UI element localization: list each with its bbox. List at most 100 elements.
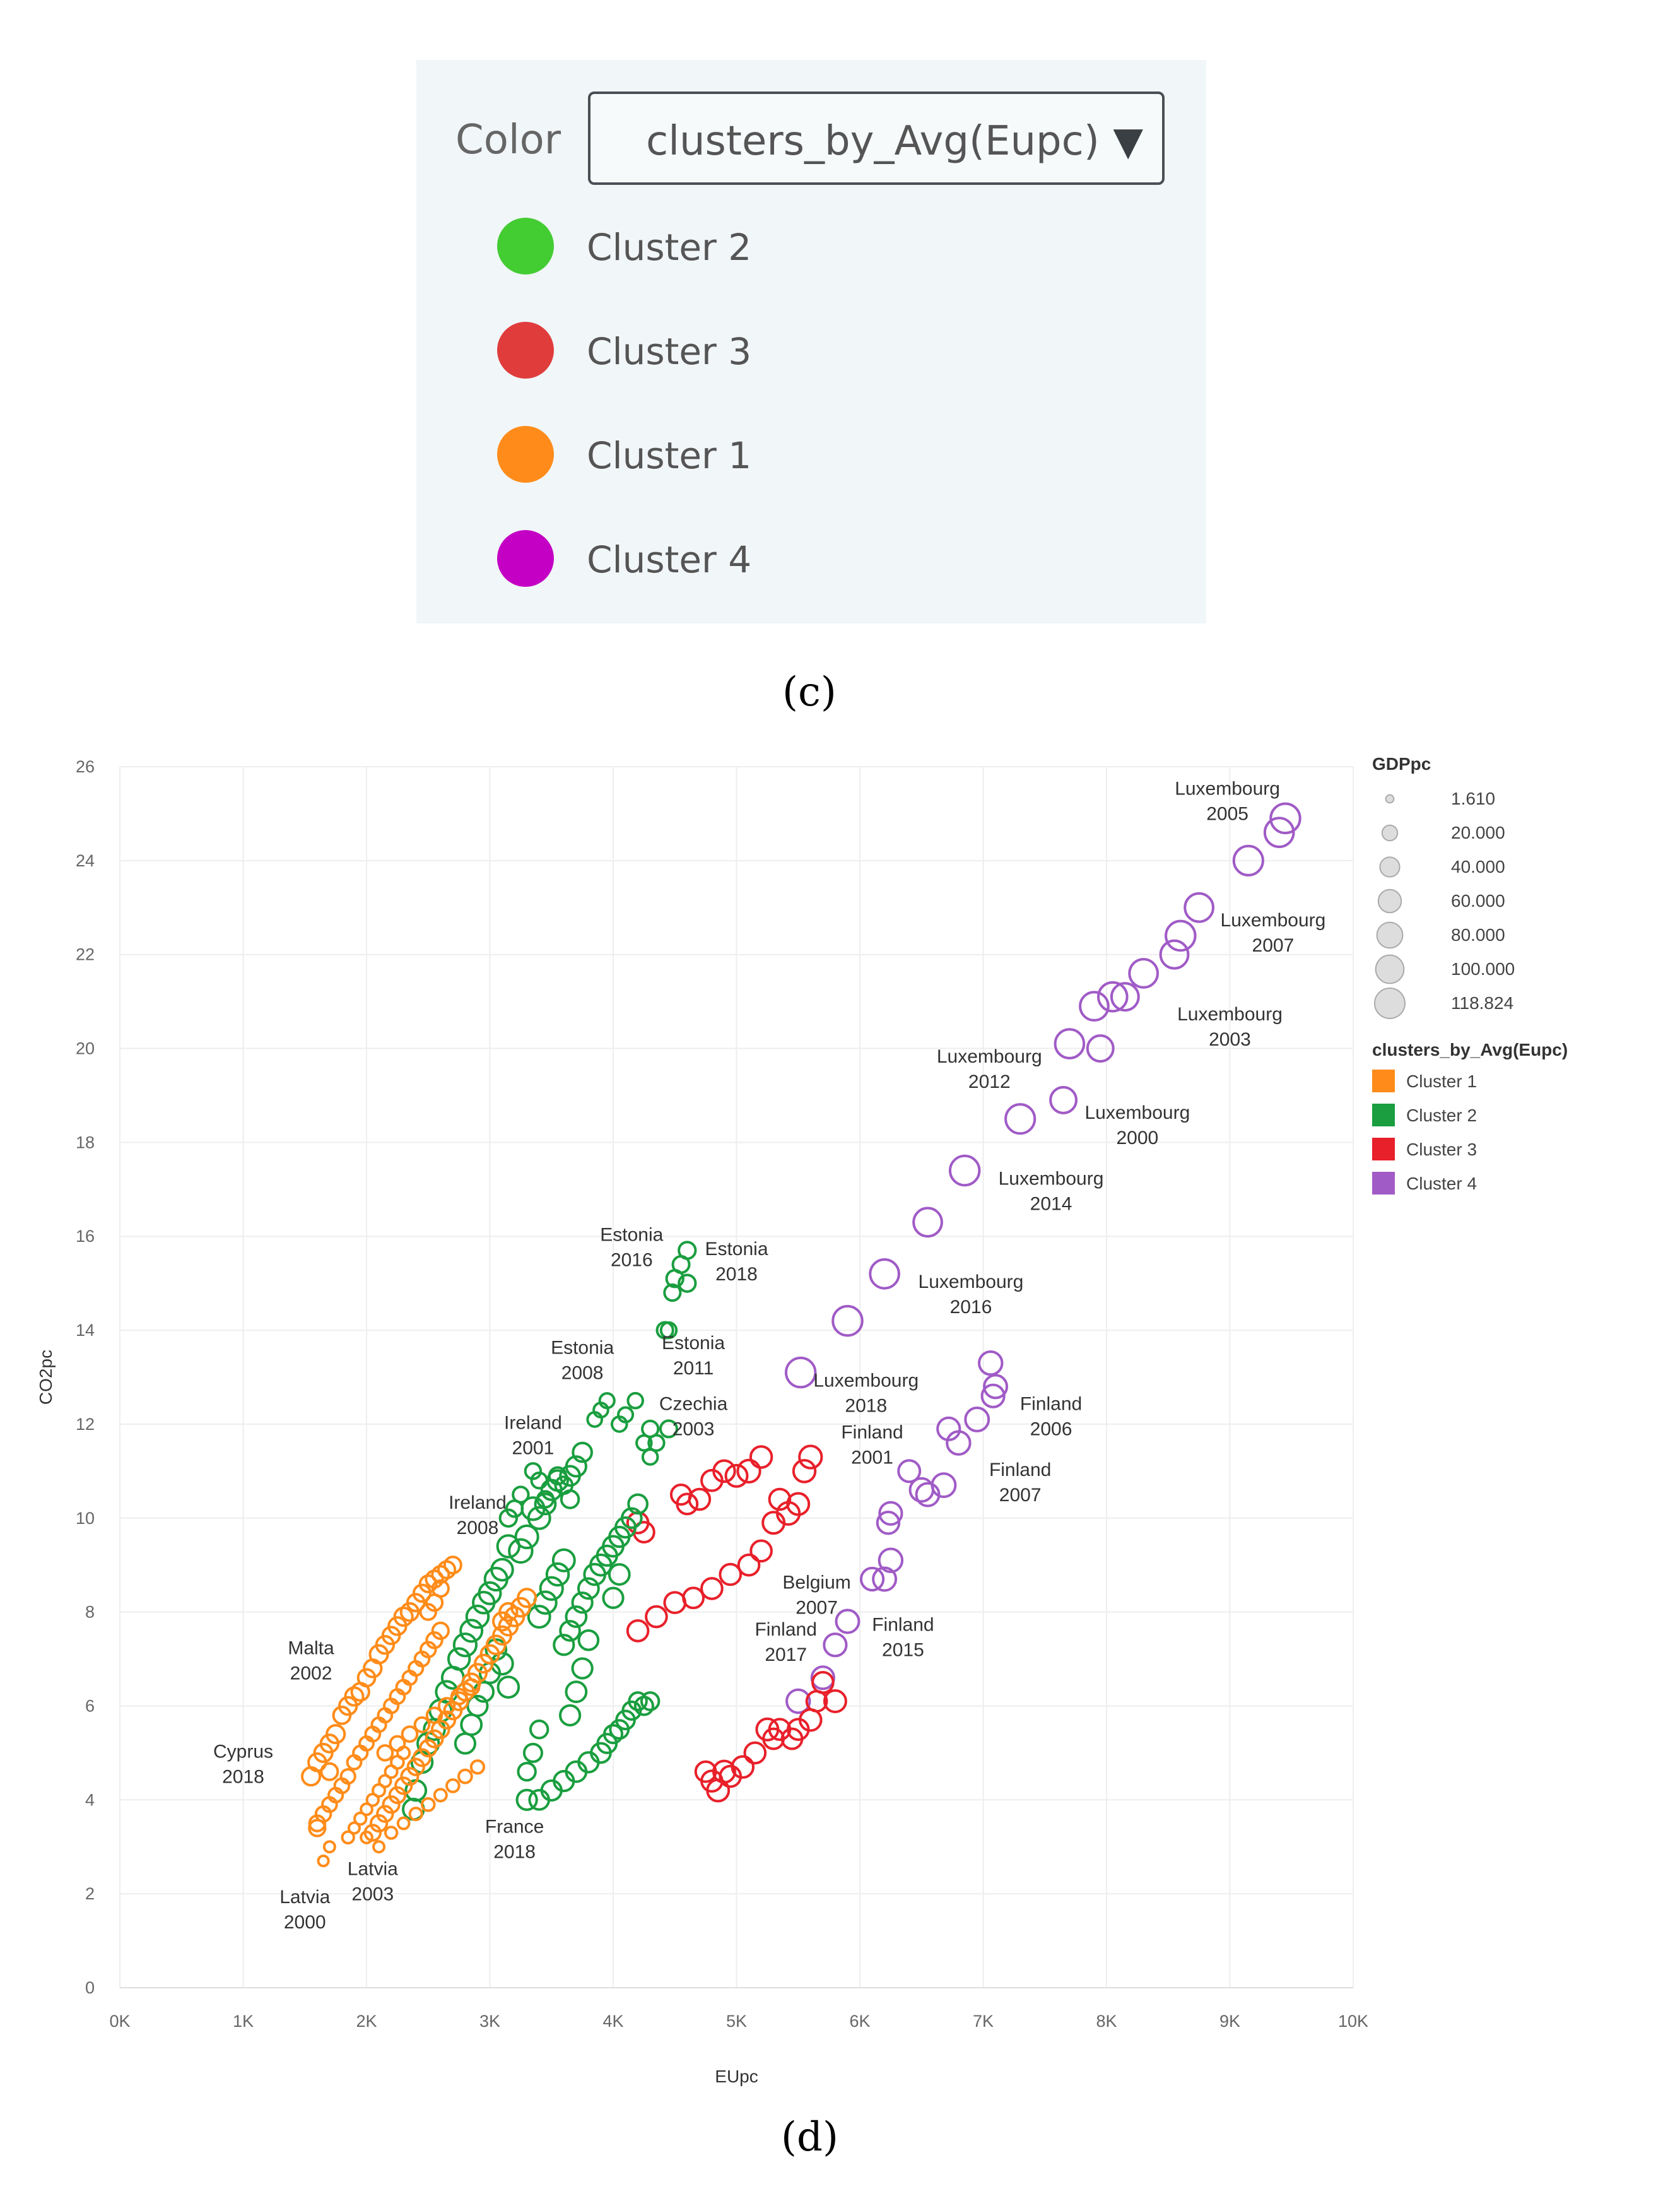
annotation-year: 2001 [851,1447,893,1468]
data-point [437,1697,456,1715]
size-legend-label: 118.824 [1451,993,1513,1013]
legend-item-label: Cluster 4 [587,538,752,581]
annotation-name: Luxembourg [1177,1004,1283,1025]
size-legend-label: 40.000 [1451,857,1505,876]
data-point [663,1283,682,1302]
data-point [694,1760,717,1783]
data-point [577,1629,600,1651]
data-point [823,1689,847,1713]
legend-item-cluster-4[interactable]: Cluster 4 [497,527,939,590]
annotation-year: 2006 [1030,1419,1072,1440]
data-point [565,1605,588,1628]
x-tick-label: 5K [726,2012,747,2031]
data-point [980,1383,1006,1408]
legend-item-cluster-1[interactable]: Cluster 1 [497,423,939,486]
data-point [515,1788,538,1811]
annotation-name: Luxembourg [999,1168,1104,1189]
data-point [423,1718,446,1741]
data-point [317,1854,330,1868]
data-point [805,1690,828,1713]
data-point [445,1778,461,1793]
legend-item-cluster-2[interactable]: Cluster 2 [497,215,939,278]
annotation-year: 2008 [561,1362,604,1383]
data-point [322,1840,336,1854]
data-point [527,1605,551,1629]
data-point [784,1356,817,1389]
y-tick-label: 10 [76,1509,95,1528]
color-legend-swatch [1372,1172,1395,1195]
data-point [908,1477,934,1503]
data-point [669,1483,693,1506]
x-tick-label: 6K [849,2012,870,2031]
data-point [897,1459,922,1484]
color-legend-label: Cluster 3 [1406,1140,1477,1159]
cluster-4-dot-icon [497,530,554,587]
dropdown-arrow-icon[interactable]: ▼ [1113,118,1143,164]
data-point [559,1620,581,1642]
data-point [548,1466,568,1485]
annotation-name: Finland [872,1614,934,1635]
annotation-year: 2003 [351,1884,394,1904]
size-legend-circle [1377,888,1402,914]
annotation-name: Luxembourg [937,1046,1042,1067]
color-legend-label: Cluster 4 [1406,1174,1477,1193]
data-point [1110,982,1140,1012]
data-point [460,1713,483,1737]
data-point [1128,958,1159,989]
data-point [425,1631,443,1649]
data-point [792,1459,817,1484]
data-point [869,1258,900,1290]
data-point [737,1553,761,1577]
x-tick-label: 3K [479,2012,500,2031]
cluster-1-dot-icon [497,426,554,483]
data-point [536,1490,555,1509]
x-tick-label: 0K [109,2012,130,2031]
data-point [1054,1028,1086,1059]
annotation-year: 2018 [493,1841,536,1862]
annotation-year: 2011 [673,1358,714,1379]
size-legend-label: 1.610 [1451,789,1495,808]
data-point [635,1434,653,1452]
data-point [406,1593,426,1613]
legend-item-cluster-3[interactable]: Cluster 3 [497,319,939,382]
size-legend-circle [1375,954,1405,984]
data-point [369,1814,389,1833]
data-point [572,1441,593,1463]
data-point [1232,844,1264,876]
annotation-name: France [485,1816,544,1837]
data-point [608,1563,631,1586]
annotation-year: 2015 [882,1639,924,1660]
data-point [533,1590,558,1615]
annotation-name: Estonia [662,1333,725,1354]
data-point [641,1448,659,1466]
data-point [462,1678,481,1696]
color-dropdown[interactable]: clusters_by_Avg(Eupc) ▼ [588,91,1165,185]
annotation-name: Estonia [705,1239,768,1260]
y-tick-label: 24 [76,851,95,870]
y-tick-label: 0 [85,1978,95,1997]
annotation-year: 2018 [715,1264,758,1285]
data-point [469,1759,486,1775]
data-point [496,1675,520,1699]
data-point [659,1321,678,1340]
data-point [1086,1034,1115,1063]
annotation-name: Estonia [600,1225,663,1246]
size-legend-label: 100.000 [1451,959,1515,979]
data-point [571,1591,594,1614]
data-point [627,1493,649,1515]
data-point [360,1830,373,1844]
annotation-year: 2003 [1209,1029,1251,1050]
data-point [700,1577,724,1600]
data-point [454,1732,477,1755]
data-point [353,1811,368,1826]
data-point [400,1767,420,1786]
annotation-year: 2002 [290,1663,332,1684]
data-point [308,1819,327,1838]
data-point [517,1761,537,1782]
data-point [530,1472,548,1490]
annotation-name: Finland [755,1619,816,1640]
data-point [665,1269,684,1289]
data-point [396,1816,411,1831]
cluster-3-dot-icon [497,322,554,379]
y-tick-label: 6 [85,1696,95,1715]
